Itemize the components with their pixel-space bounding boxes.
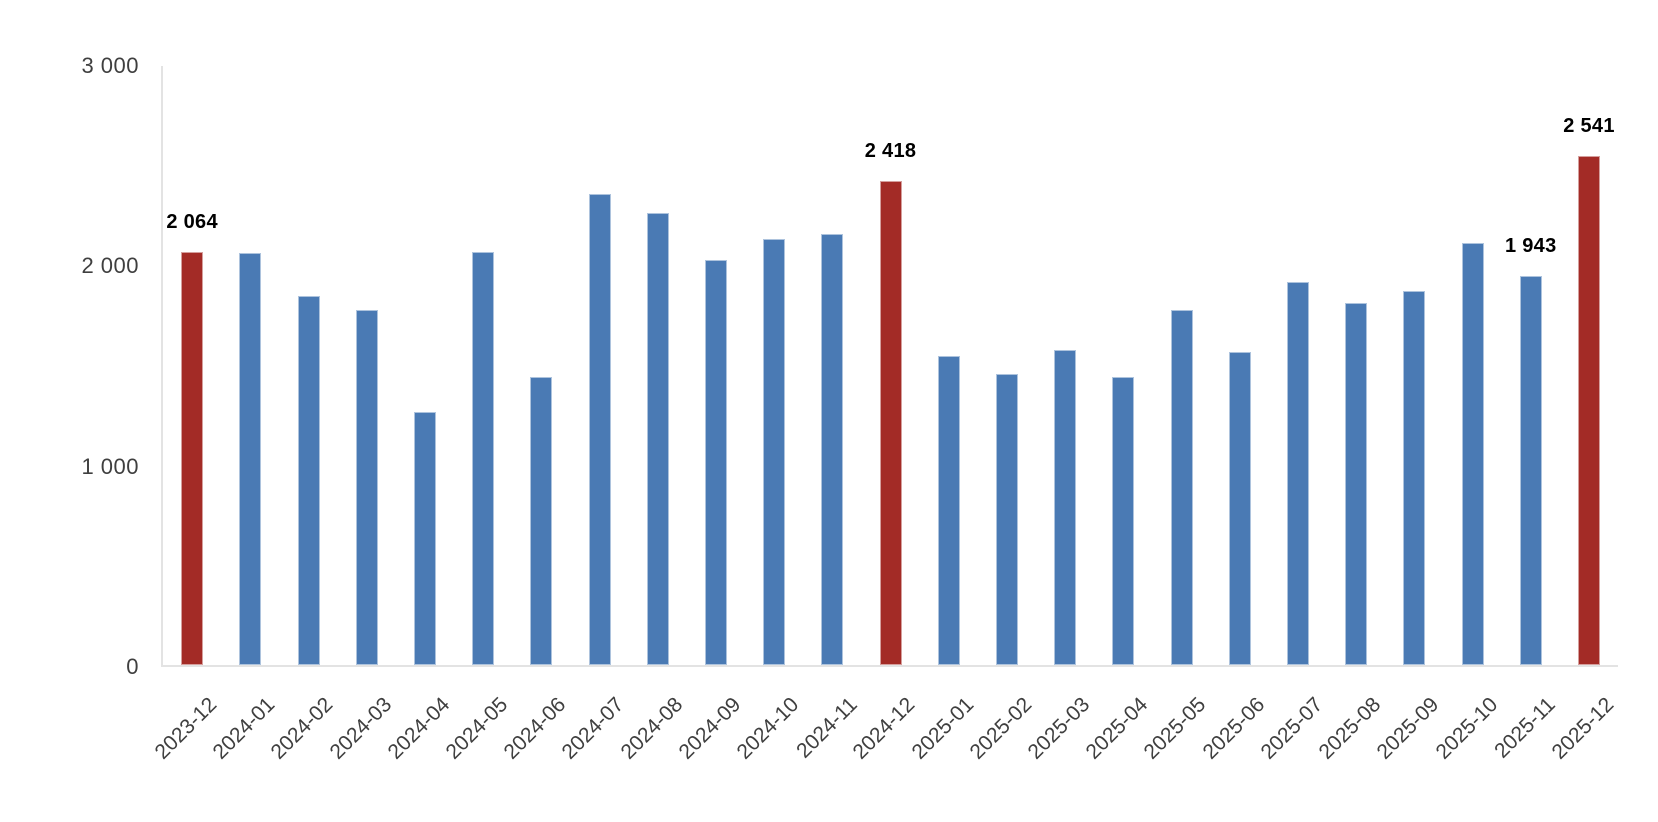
bar-group: 2025-01 — [907, 66, 978, 764]
bar — [1054, 349, 1077, 665]
bar — [1519, 275, 1542, 665]
bar — [355, 309, 378, 665]
x-tick-label: 2024-04 — [383, 693, 455, 764]
bar — [821, 233, 844, 665]
bar-value-label: 2 541 — [1563, 114, 1615, 137]
bar-highlighted — [181, 251, 204, 665]
bar-group: 2024-02 — [267, 66, 338, 764]
y-tick-label: 3 000 — [81, 53, 139, 78]
bar — [413, 412, 436, 665]
bar-group: 2025-07 — [1256, 66, 1327, 764]
x-tick-label: 2025-05 — [1140, 693, 1211, 764]
bar-group: 2024-10 — [733, 66, 803, 764]
bar — [995, 373, 1018, 665]
x-tick-label: 2025-10 — [1431, 693, 1502, 764]
bar-value-label: 2 064 — [166, 210, 218, 233]
x-tick-label: 2025-01 — [907, 693, 979, 764]
bar — [239, 252, 262, 665]
bar-group: 2025-08 — [1315, 66, 1385, 764]
bar-group: 2025-05 — [1140, 66, 1211, 764]
bar-group: 2024-03 — [325, 66, 396, 764]
bar — [1286, 281, 1309, 665]
x-tick-label: 2024-07 — [558, 693, 629, 764]
x-tick-label: 2024-10 — [732, 693, 804, 764]
bar — [1228, 351, 1251, 665]
x-tick-label: 2025-08 — [1314, 693, 1386, 764]
bar-highlighted — [1577, 156, 1600, 665]
bars-container: 2 064 2023-12 2024-01 2024-02 2024-03 2024-04… — [151, 66, 1619, 764]
bar-group: 2024-04 — [383, 66, 454, 764]
bar — [704, 259, 727, 665]
bar-group: 2024-05 — [442, 66, 512, 764]
x-tick-label: 2025-12 — [1547, 693, 1619, 764]
y-tick-label: 2 000 — [81, 253, 139, 279]
bar-group: 2025-10 — [1431, 66, 1502, 764]
x-tick-label: 2024-03 — [325, 693, 396, 764]
x-tick-label: 2025-07 — [1256, 693, 1328, 764]
bar-value-label: 1 943 — [1504, 234, 1557, 257]
bar-group: 2024-11 — [792, 66, 862, 763]
bar-group: 2 541 2025-12 — [1547, 66, 1618, 764]
bar-highlighted — [879, 180, 902, 665]
x-tick-label: 2024-11 — [791, 693, 862, 763]
bar-group: 2025-04 — [1082, 66, 1153, 764]
bar-group: 2 064 2023-12 — [151, 66, 222, 764]
bar-group: 2 418 2024-12 — [849, 66, 920, 764]
bar — [1345, 303, 1368, 665]
bar-group: 1 943 2025-11 — [1490, 66, 1560, 763]
bar-group: 2024-06 — [500, 66, 571, 764]
x-tick-label: 2025-11 — [1490, 693, 1561, 763]
x-tick-label: 2025-02 — [965, 693, 1037, 764]
bar — [297, 295, 320, 665]
x-tick-label: 2025-06 — [1198, 693, 1270, 764]
bar-group: 2025-03 — [1024, 66, 1094, 764]
bar — [763, 238, 786, 665]
bar-group: 2025-06 — [1198, 66, 1269, 764]
bar — [1403, 291, 1426, 665]
bar — [588, 194, 611, 665]
x-tick-label: 2024-06 — [499, 693, 571, 764]
y-tick-label: 0 — [126, 654, 139, 679]
x-tick-label: 2025-04 — [1081, 693, 1153, 764]
bar-group: 2024-08 — [616, 66, 687, 764]
bar — [937, 355, 960, 665]
bar-value-label: 2 418 — [864, 139, 917, 162]
bar — [530, 376, 553, 665]
bar-group: 2024-01 — [209, 66, 280, 764]
bar — [1170, 310, 1193, 665]
bar — [1112, 376, 1135, 665]
bar-group: 2025-09 — [1373, 66, 1444, 764]
x-tick-label: 2024-09 — [674, 693, 746, 764]
x-tick-label: 2024-01 — [208, 693, 280, 764]
plot-area: 2 064 2023-12 2024-01 2024-02 2024-03 2024-04… — [151, 66, 1619, 764]
bar — [1461, 242, 1484, 665]
bar-group: 2024-09 — [674, 66, 745, 764]
x-tick-label: 2024-02 — [267, 693, 338, 764]
x-tick-label: 2023-12 — [150, 693, 222, 764]
bar-group: 2024-07 — [558, 66, 629, 764]
x-tick-label: 2025-03 — [1023, 693, 1095, 764]
bar-group: 2025-02 — [965, 66, 1036, 764]
x-tick-label: 2025-09 — [1372, 693, 1444, 764]
x-tick-label: 2024-12 — [849, 693, 920, 764]
x-tick-label: 2024-05 — [441, 693, 513, 764]
y-tick-label: 1 000 — [81, 453, 139, 479]
bar — [646, 212, 669, 665]
x-tick-label: 2024-08 — [616, 693, 687, 764]
bar — [472, 251, 495, 665]
